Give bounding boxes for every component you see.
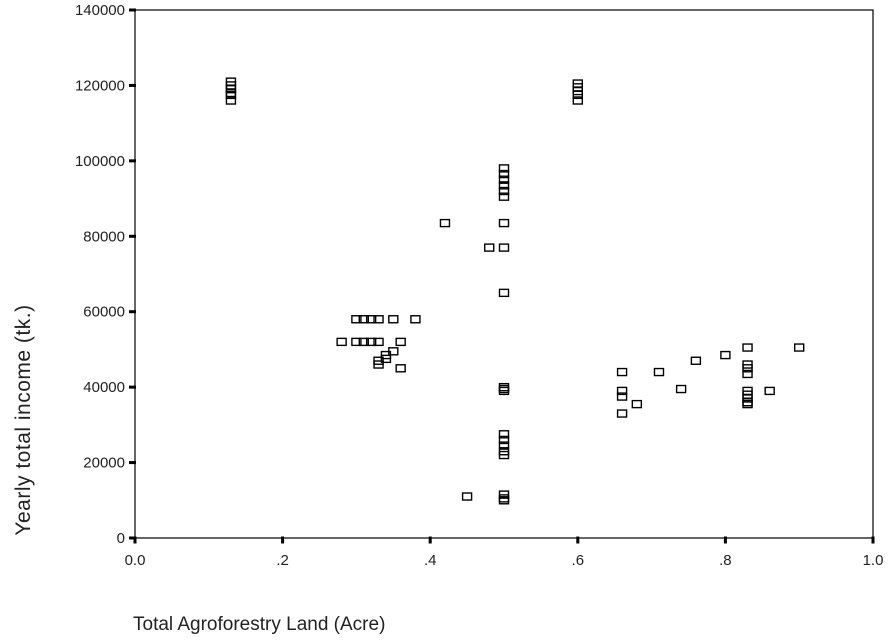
x-tick-mark bbox=[576, 536, 580, 544]
y-axis-ticks: 0 20000 40000 60000 80000 100000 120000 140000 bbox=[75, 2, 136, 547]
x-tick-label: 0.0 bbox=[125, 552, 146, 569]
x-tick-mark bbox=[133, 536, 137, 544]
data-point bbox=[365, 337, 377, 347]
data-point bbox=[484, 243, 495, 252]
x-tick-label: .6 bbox=[572, 552, 585, 569]
y-tick-label: 0 bbox=[117, 530, 125, 547]
data-point bbox=[498, 496, 510, 505]
data-point bbox=[373, 360, 384, 369]
plot-area: 0.0 .2 .4 .6 .8 1.0 0 20000 40000 60000 80000 1000… bbox=[75, 2, 883, 569]
data-point bbox=[498, 175, 510, 184]
data-point bbox=[498, 430, 510, 439]
y-tick-mark bbox=[129, 8, 136, 12]
data-point bbox=[380, 354, 392, 364]
data-point bbox=[365, 315, 377, 324]
data-point bbox=[742, 343, 753, 352]
data-point bbox=[498, 441, 510, 450]
data-point bbox=[498, 384, 510, 394]
data-point bbox=[498, 181, 510, 190]
data-point bbox=[572, 96, 583, 105]
data-point bbox=[720, 350, 731, 360]
y-tick-label: 60000 bbox=[83, 304, 125, 321]
data-point bbox=[373, 315, 384, 324]
data-point bbox=[351, 337, 362, 347]
data-point bbox=[764, 386, 775, 396]
y-tick-mark bbox=[129, 310, 136, 314]
data-point bbox=[358, 337, 369, 347]
data-point bbox=[742, 369, 753, 379]
x-tick-label: .4 bbox=[424, 552, 437, 569]
data-points bbox=[225, 77, 805, 505]
data-point bbox=[351, 315, 362, 324]
x-tick-mark bbox=[428, 536, 432, 544]
data-point bbox=[742, 399, 753, 409]
data-point bbox=[742, 364, 753, 373]
y-tick-mark bbox=[129, 536, 136, 540]
y-tick-mark bbox=[129, 159, 136, 163]
x-axis-ticks: 0.0 .2 .4 .6 .8 1.0 bbox=[125, 536, 884, 569]
x-tick-mark bbox=[281, 536, 285, 544]
x-tick-mark bbox=[871, 536, 875, 544]
x-tick-label: 1.0 bbox=[863, 552, 884, 569]
data-point bbox=[498, 218, 510, 228]
plot-frame bbox=[134, 9, 874, 539]
data-point bbox=[653, 367, 665, 377]
data-point bbox=[388, 315, 399, 324]
y-tick-label: 40000 bbox=[83, 379, 125, 396]
x-axis-title: Total Agroforestry Land (Acre) bbox=[133, 614, 385, 635]
data-point bbox=[498, 186, 510, 196]
data-point bbox=[395, 364, 406, 373]
y-tick-mark bbox=[129, 385, 136, 389]
data-point bbox=[439, 218, 451, 228]
x-tick-mark bbox=[723, 536, 727, 544]
data-point bbox=[498, 164, 510, 173]
data-point bbox=[794, 343, 805, 352]
data-point bbox=[498, 386, 510, 396]
y-tick-label: 140000 bbox=[75, 2, 125, 19]
data-point bbox=[690, 356, 702, 365]
data-point bbox=[395, 337, 406, 347]
data-point bbox=[358, 315, 369, 324]
data-point bbox=[410, 315, 421, 324]
y-tick-label: 100000 bbox=[75, 153, 125, 170]
data-point bbox=[461, 492, 473, 501]
y-tick-label: 120000 bbox=[75, 77, 125, 94]
data-point bbox=[225, 90, 237, 100]
data-point bbox=[498, 288, 510, 298]
data-point bbox=[616, 409, 628, 418]
data-point bbox=[373, 337, 384, 347]
y-axis-title: Yearly total income (tk.) bbox=[12, 304, 35, 535]
data-point bbox=[616, 392, 628, 401]
y-tick-mark bbox=[129, 461, 136, 465]
y-tick-mark bbox=[129, 234, 136, 238]
x-tick-label: .2 bbox=[276, 552, 289, 569]
data-point bbox=[225, 96, 237, 105]
data-point bbox=[616, 367, 628, 377]
data-point bbox=[498, 169, 510, 179]
data-point bbox=[675, 384, 687, 394]
data-point bbox=[498, 450, 510, 460]
data-point bbox=[498, 192, 510, 201]
data-point bbox=[336, 337, 347, 347]
data-point bbox=[498, 243, 510, 252]
y-tick-mark bbox=[129, 83, 136, 87]
data-point bbox=[572, 90, 583, 100]
data-point bbox=[631, 399, 643, 409]
data-point bbox=[498, 435, 510, 445]
y-tick-label: 20000 bbox=[83, 455, 125, 472]
data-point bbox=[616, 386, 628, 396]
x-tick-label: .8 bbox=[719, 552, 732, 569]
y-tick-label: 80000 bbox=[83, 228, 125, 245]
